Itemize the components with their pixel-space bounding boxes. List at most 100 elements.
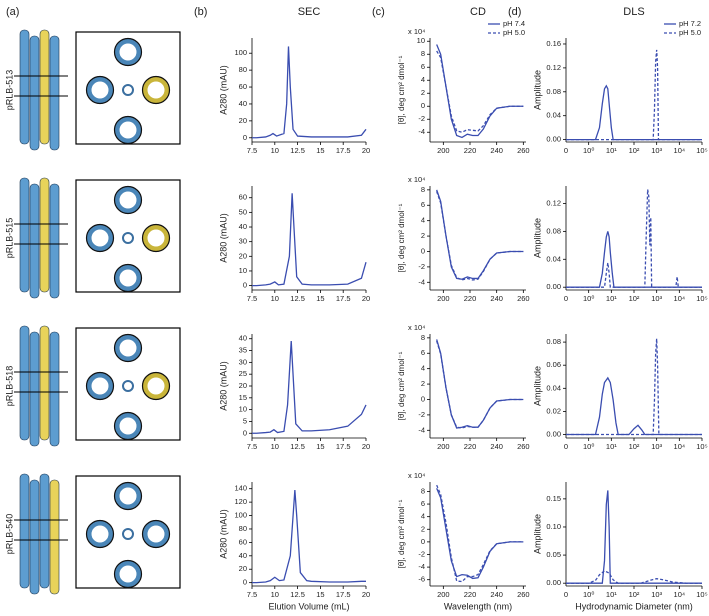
helix xyxy=(39,177,50,293)
x-tick-label: 10² xyxy=(629,590,640,599)
y-axis-label: A280 (mAU) xyxy=(218,361,228,411)
y-multiplier: x 10⁴ xyxy=(408,471,425,480)
data-line xyxy=(436,339,524,429)
x-tick-label: 10² xyxy=(629,442,640,451)
x-tick-label: 17.5 xyxy=(336,294,351,303)
x-tick-label: 20 xyxy=(362,442,370,451)
x-tick-label: 260 xyxy=(517,294,530,303)
x-tick-label: 10³ xyxy=(651,146,662,155)
x-tick-label: 10⁰ xyxy=(583,294,594,303)
x-tick-label: 10 xyxy=(271,294,279,303)
helix xyxy=(49,331,60,447)
helix-ring-edge xyxy=(141,519,171,549)
x-tick-label: 17.5 xyxy=(336,146,351,155)
y-axis-label: [θ], deg cm² dmol⁻¹ xyxy=(397,351,406,420)
helix xyxy=(39,325,50,441)
y-axis-label: Amplitude xyxy=(532,218,542,258)
x-tick-label: 10⁵ xyxy=(696,442,707,451)
helix-ring xyxy=(114,186,142,214)
helix-ring-edge xyxy=(113,263,143,293)
helix xyxy=(19,325,30,441)
y-tick-label: 0.05 xyxy=(546,550,561,559)
chart-title: SEC xyxy=(298,6,321,18)
helix-ring xyxy=(114,560,142,588)
helix xyxy=(19,29,30,145)
y-tick-label: 4 xyxy=(421,216,425,225)
helix-ring-edge xyxy=(113,481,143,511)
x-tick-label: 200 xyxy=(437,590,450,599)
y-tick-label: 2 xyxy=(421,524,425,533)
helix xyxy=(19,177,30,293)
x-tick-label: 10¹ xyxy=(606,442,617,451)
y-tick-label: 0 xyxy=(421,246,425,255)
helix-ring xyxy=(86,224,114,252)
data-line xyxy=(252,341,367,434)
helix-ring-edge xyxy=(113,411,143,441)
x-tick-label: 220 xyxy=(464,294,477,303)
ligand xyxy=(122,380,134,392)
helix-ring-edge xyxy=(141,371,171,401)
panel-label: (a) xyxy=(6,6,19,18)
x-tick-label: 10⁰ xyxy=(583,442,594,451)
y-tick-label: 2 xyxy=(421,379,425,388)
x-origin-label: 0 xyxy=(564,442,568,451)
x-axis-label: Hydrodynamic Diameter (nm) xyxy=(575,601,693,611)
y-tick-label: 6 xyxy=(421,499,425,508)
ligand xyxy=(122,232,134,244)
helix-ring-edge xyxy=(113,37,143,67)
ligand xyxy=(122,528,134,540)
x-tick-label: 17.5 xyxy=(336,590,351,599)
y-tick-label: 0.12 xyxy=(546,63,561,72)
data-line xyxy=(566,570,702,584)
panel-label: (d) xyxy=(508,6,521,18)
helix-ring xyxy=(114,38,142,66)
x-tick-label: 200 xyxy=(437,442,450,451)
x-tick-label: 15 xyxy=(316,590,324,599)
helix-ring xyxy=(114,412,142,440)
x-tick-label: 10¹ xyxy=(606,294,617,303)
y-tick-label: -6 xyxy=(418,575,425,584)
x-tick-label: 10⁴ xyxy=(674,146,686,155)
x-tick-label: 10 xyxy=(271,146,279,155)
helix-ring-edge xyxy=(85,519,115,549)
helix xyxy=(29,35,40,151)
x-tick-label: 17.5 xyxy=(336,442,351,451)
data-line xyxy=(566,338,702,436)
helix xyxy=(49,479,60,595)
y-tick-label: 8 xyxy=(421,49,425,58)
y-tick-label: 2 xyxy=(421,88,425,97)
x-tick-label: 10⁴ xyxy=(674,590,686,599)
x-tick-label: 260 xyxy=(517,442,530,451)
x-tick-label: 240 xyxy=(490,442,503,451)
y-tick-label: 50 xyxy=(239,207,247,216)
x-tick-label: 10⁴ xyxy=(674,294,686,303)
y-tick-label: 40 xyxy=(239,551,247,560)
y-tick-label: -2 xyxy=(418,549,425,558)
construct-label: pRLB-540 xyxy=(4,514,14,555)
y-axis-label: Amplitude xyxy=(532,366,542,406)
y-tick-label: 6 xyxy=(421,200,425,209)
y-tick-label: 0.04 xyxy=(546,383,561,392)
y-axis-label: [θ], deg cm² dmol⁻¹ xyxy=(397,499,406,568)
y-tick-label: -4 xyxy=(418,562,425,571)
helix-ring xyxy=(114,482,142,510)
x-tick-label: 10² xyxy=(629,294,640,303)
helix-ring-edge xyxy=(113,115,143,145)
x-tick-label: 20 xyxy=(362,294,370,303)
y-tick-label: 0.12 xyxy=(546,198,561,207)
y-tick-label: 0.08 xyxy=(546,226,561,235)
x-tick-label: 260 xyxy=(517,146,530,155)
y-tick-label: 8 xyxy=(421,486,425,495)
y-tick-label: 80 xyxy=(239,524,247,533)
x-tick-label: 20 xyxy=(362,590,370,599)
helix-ring xyxy=(142,224,170,252)
y-tick-label: 0.06 xyxy=(546,360,561,369)
y-tick-label: 5 xyxy=(243,416,247,425)
ligand xyxy=(122,84,134,96)
chart-title: CD xyxy=(470,6,486,18)
data-line xyxy=(252,46,367,139)
y-multiplier: x 10⁴ xyxy=(408,27,425,36)
x-tick-label: 220 xyxy=(464,442,477,451)
y-tick-label: 100 xyxy=(234,511,247,520)
inset-box xyxy=(75,475,181,589)
